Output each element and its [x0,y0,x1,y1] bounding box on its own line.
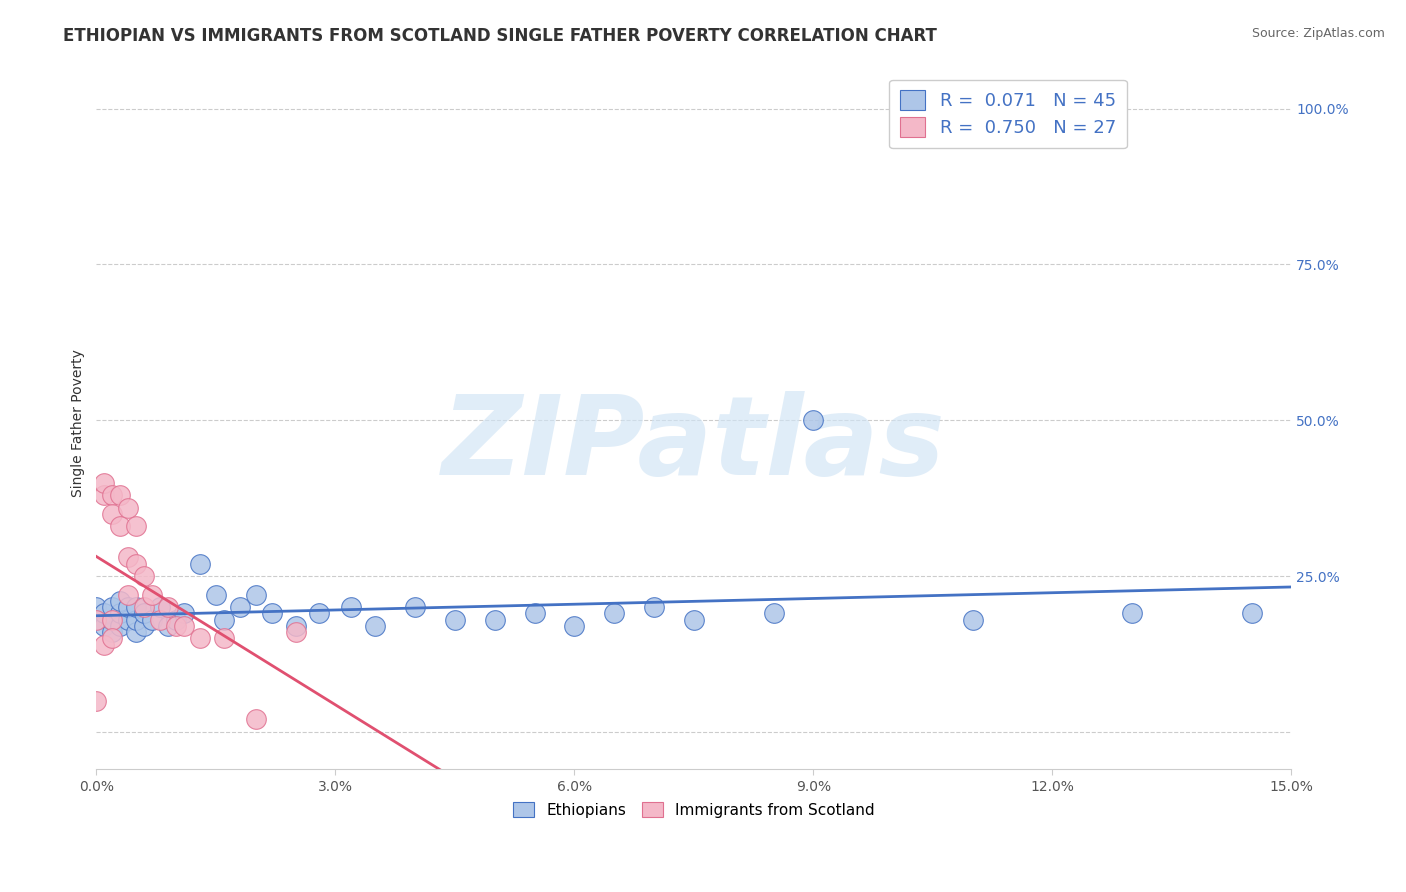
Point [643,600,665,615]
Point [141,588,163,602]
Point [125,519,148,533]
Point [157,619,180,633]
Point [134,569,156,583]
Point [93,488,115,502]
Point [110,594,132,608]
Point [260,607,283,621]
Point [157,600,180,615]
Point [86,694,108,708]
Point [117,588,139,602]
Point [125,557,148,571]
Point [603,607,626,621]
Point [404,600,426,615]
Point [110,619,132,633]
Y-axis label: Single Father Poverty: Single Father Poverty [72,350,86,498]
Text: Source: ZipAtlas.com: Source: ZipAtlas.com [1251,27,1385,40]
Point [86,613,108,627]
Point [149,613,172,627]
Point [110,519,132,533]
Point [962,613,984,627]
Point [125,600,148,615]
Point [117,550,139,565]
Point [229,600,252,615]
Point [101,507,124,521]
Point [86,600,108,615]
Point [173,619,195,633]
Point [245,588,267,602]
Point [205,588,228,602]
Point [308,607,330,621]
Point [93,475,115,490]
Point [212,613,235,627]
Legend: Ethiopians, Immigrants from Scotland: Ethiopians, Immigrants from Scotland [506,796,882,824]
Point [149,600,172,615]
Point [165,613,187,627]
Point [484,613,506,627]
Point [188,557,211,571]
Point [801,413,824,427]
Point [134,600,156,615]
Point [93,607,115,621]
Point [93,638,115,652]
Point [562,619,585,633]
Point [523,607,546,621]
Text: ETHIOPIAN VS IMMIGRANTS FROM SCOTLAND SINGLE FATHER POVERTY CORRELATION CHART: ETHIOPIAN VS IMMIGRANTS FROM SCOTLAND SI… [63,27,938,45]
Point [1121,607,1143,621]
Point [101,632,124,646]
Point [101,613,124,627]
Text: ZIPatlas: ZIPatlas [441,391,946,498]
Point [141,613,163,627]
Point [101,488,124,502]
Point [117,600,139,615]
Point [245,713,267,727]
Point [364,619,387,633]
Point [165,619,187,633]
Point [101,625,124,640]
Point [117,500,139,515]
Point [212,632,235,646]
Point [134,619,156,633]
Point [93,619,115,633]
Point [188,632,211,646]
Point [1240,607,1263,621]
Point [101,613,124,627]
Point [173,607,195,621]
Point [444,613,467,627]
Point [284,625,307,640]
Point [125,625,148,640]
Point [110,607,132,621]
Point [134,607,156,621]
Point [86,613,108,627]
Point [110,488,132,502]
Point [125,613,148,627]
Point [762,607,785,621]
Point [117,613,139,627]
Point [340,600,363,615]
Point [682,613,704,627]
Point [101,600,124,615]
Point [284,619,307,633]
